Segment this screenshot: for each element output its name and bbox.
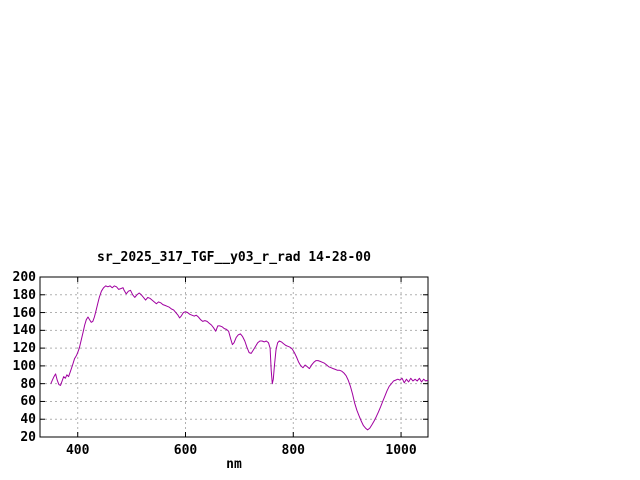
x-tick-label: 800 bbox=[281, 443, 305, 458]
y-tick-label: 160 bbox=[12, 305, 36, 321]
y-tick-label: 40 bbox=[20, 412, 36, 428]
y-tick-label: 100 bbox=[12, 358, 36, 374]
y-tick-label: 200 bbox=[12, 270, 36, 285]
x-tick-label: 400 bbox=[65, 443, 90, 458]
y-tick-label: 120 bbox=[12, 341, 36, 357]
y-tick-label: 20 bbox=[20, 430, 36, 445]
y-tick-label: 140 bbox=[12, 323, 36, 339]
x-tick-label: 1000 bbox=[385, 443, 417, 458]
y-tick-label: 60 bbox=[20, 394, 36, 410]
spectrum-line bbox=[50, 285, 429, 431]
y-tick-label: 180 bbox=[12, 287, 36, 303]
chart-title: sr_2025_317_TGF__y03_r_rad 14-28-00 bbox=[97, 250, 371, 265]
x-tick-label: 600 bbox=[173, 443, 198, 458]
y-tick-label: 80 bbox=[20, 376, 36, 392]
x-axis-label: nm bbox=[226, 457, 242, 472]
plot-border bbox=[39, 276, 429, 438]
